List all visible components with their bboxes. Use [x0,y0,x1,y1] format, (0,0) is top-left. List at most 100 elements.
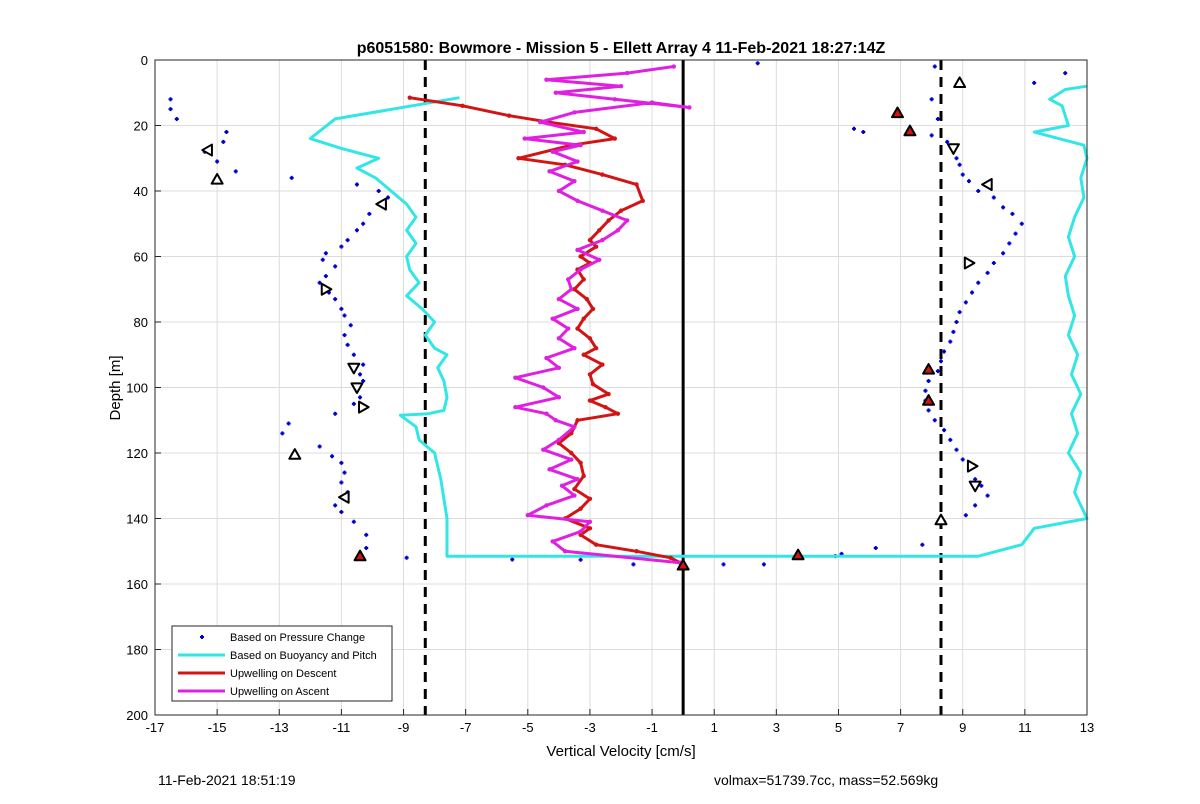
pressure-point [1007,241,1012,246]
x-tick-label: -17 [146,720,165,735]
tri-up-marker [903,124,917,137]
pressure-point [289,175,294,180]
series-point [687,105,692,110]
pressure-point [168,97,173,102]
pressure-point [345,342,350,347]
series-point [587,398,593,403]
pressure-point [932,64,937,69]
y-tick-label: 200 [126,708,148,723]
series-point [559,483,565,488]
pressure-point [317,280,322,285]
series-point [572,424,577,429]
pressure-point [852,126,856,131]
series-point [562,549,568,554]
pressure-point [721,562,726,567]
y-tick-label: 100 [126,381,148,396]
series-point [575,247,580,253]
tri-down-marker [350,382,364,394]
series-point [590,382,596,387]
pressure-point [960,457,965,462]
series-point [603,404,608,410]
series-point [593,346,599,351]
axis-ticks: -17 -15 -13 -11 -9 -7 -5 -3 -1 1 3 5 7 9 11 13020406080… [126,53,1094,735]
series-point [556,365,562,371]
pressure-point [1013,231,1018,236]
series-point [578,254,583,259]
pressure-point [957,162,962,167]
pressure-point [342,313,347,318]
series-point [569,287,574,292]
pressure-point [578,557,583,562]
tri-left-marker [375,197,387,211]
pressure-point [323,274,328,279]
pressure-point [1010,211,1015,216]
pressure-point [957,310,962,315]
series-point [587,496,593,502]
pressure-point [339,460,344,465]
pressure-point [954,320,959,324]
series-point [506,113,512,118]
pressure-point [948,437,953,442]
pressure-point [954,447,959,452]
pressure-point [976,280,981,285]
series-point [578,506,583,511]
pressure-point [224,130,229,135]
x-tick-label: 5 [835,720,842,735]
series-point [575,198,580,204]
legend-box [171,625,393,702]
pressure-point [1019,221,1024,226]
series-point [516,156,521,161]
tri-left-marker [201,143,213,157]
series-point [575,418,580,423]
series-point [575,326,580,331]
series-point [618,84,624,89]
legend-label: Upwelling on Ascent [230,686,329,698]
series-point [572,346,577,351]
series-point [541,385,546,390]
series-point [550,316,555,321]
series-point [578,460,583,466]
pressure-point [1001,205,1006,210]
tri-right-marker [320,282,333,296]
tri-down-marker [946,143,960,155]
series-point [572,486,577,492]
y-tick-label: 20 [134,119,148,134]
series-point [578,142,583,148]
pressure-point [330,454,335,459]
pressure-point [354,228,359,233]
pressure-point [926,378,931,383]
series-point [671,64,677,69]
pressure-point [323,251,328,256]
pressure-point [339,306,344,311]
series-point [649,100,655,105]
series-point [640,198,645,204]
pressure-point [985,493,990,498]
series-point [593,542,599,547]
x-tick-label: 11 [1018,720,1032,735]
series-point [587,526,593,531]
pressure-point [364,545,369,550]
series-point [538,120,543,125]
pressure-point [755,61,760,66]
series-point [556,336,562,341]
pressure-point [970,290,975,295]
marker-layer [201,76,993,571]
pressure-point [926,408,931,413]
series-point [556,395,562,400]
tri-up-marker [953,76,967,89]
series-point [460,103,465,109]
footer-timestamp: 11-Feb-2021 18:51:19 [158,772,296,788]
pressure-point [351,401,356,406]
series-point [572,110,577,115]
tri-up-marker [288,448,302,460]
reference-lines [423,60,943,715]
pressure-point [351,519,356,524]
chart-title: p6051580: Bowmore - Mission 5 - Ellett A… [357,40,886,57]
series-point [668,555,673,560]
series-point [600,362,605,367]
y-tick-label: 0 [141,53,148,68]
tri-up-marker [353,549,367,562]
series-point [612,136,617,141]
series-point [581,352,586,357]
